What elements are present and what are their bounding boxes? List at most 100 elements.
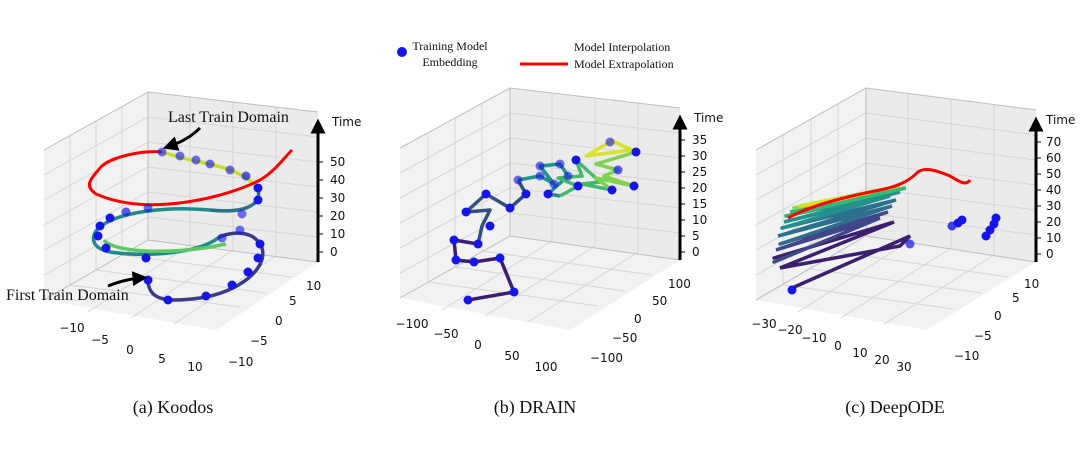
panel-a-point [191, 155, 201, 165]
panel-b-panes [399, 87, 681, 330]
panel-c-xtick: −20 [777, 323, 802, 337]
legend: Training Model Embedding Model Interpola… [397, 39, 674, 71]
legend-extrap-label: Model Extrapolation [574, 57, 674, 71]
panel-c-embeddings [787, 213, 1001, 295]
panel-c-ztick: 0 [1046, 247, 1054, 261]
panel-a-xtick: −10 [59, 321, 84, 335]
panel-c-xtick: 30 [896, 360, 911, 374]
panel-c-ztick: 40 [1046, 183, 1061, 197]
first-train-arrow [107, 271, 148, 288]
panel-b-ztick: 25 [692, 165, 707, 179]
panel-c-ytick: 0 [994, 309, 1002, 323]
panel-c-point [905, 239, 915, 249]
panel-a-point [227, 280, 237, 290]
panel-c-xtick: −10 [801, 331, 826, 345]
panel-b-point [469, 257, 479, 267]
panel-b-point [549, 179, 559, 189]
panel-a-xtick: 10 [187, 360, 202, 374]
panel-b-point [629, 181, 639, 191]
panel-a-point [255, 239, 265, 249]
panel-b-ytick: 50 [652, 294, 667, 308]
panel-b-point [573, 181, 583, 191]
panel-a-point [105, 213, 115, 223]
panel-b-xtick: −100 [396, 317, 429, 331]
panel-a-point [201, 291, 211, 301]
panel-a-point [235, 225, 245, 235]
legend-embedding-label-2: Embedding [422, 55, 477, 69]
panel-a-ztick: 50 [330, 155, 345, 169]
panel-a-ztick: 20 [330, 209, 345, 223]
panel-b-ztick: 5 [692, 229, 700, 243]
panel-b-point [607, 185, 617, 195]
panel-a-ytick: −10 [228, 355, 253, 369]
panel-c-time-label: Time [1045, 113, 1075, 127]
panel-b-point [613, 165, 623, 175]
panel-b-point [481, 189, 491, 199]
panel-b-point [485, 221, 495, 231]
panel-a-caption: (a) Koodos [133, 397, 213, 418]
panel-c-time-axis: Time 0 10 20 30 40 50 60 70 [1028, 113, 1075, 262]
panel-a-point [101, 243, 111, 253]
panel-b-point [463, 295, 473, 305]
panel-a-point [205, 159, 215, 169]
panel-b-point [521, 189, 531, 199]
panel-c-ztick: 60 [1046, 151, 1061, 165]
panel-b-point [473, 239, 483, 249]
panel-a-point [93, 231, 103, 241]
panel-b-xtick: −50 [433, 327, 458, 341]
panel-c-yticks: 10 5 0 −5 −10 [954, 277, 1039, 363]
panel-a-time-axis: Time 0 10 20 30 40 50 [310, 115, 361, 262]
panel-a-point [237, 209, 247, 219]
panel-b-point [571, 155, 581, 165]
panel-a-time-label: Time [331, 115, 361, 129]
last-train-arrow [162, 126, 202, 151]
panel-c-ytick: −5 [974, 329, 992, 343]
panel-a-point [253, 253, 263, 263]
panel-a-point [243, 267, 253, 277]
panel-b-ztick: 15 [692, 197, 707, 211]
panel-b-point [535, 171, 545, 181]
panel-a-point [253, 183, 263, 193]
panel-b-ytick: −50 [612, 331, 637, 345]
panel-b-ztick: 0 [692, 245, 700, 259]
panel-b-caption: (b) DRAIN [494, 397, 577, 418]
panel-c-ytick: 10 [1024, 277, 1039, 291]
panel-a-point [217, 233, 227, 243]
panel-c-ytick: 5 [1012, 291, 1020, 305]
panel-c-xtick: 10 [852, 346, 867, 360]
panel-a-xtick: 0 [126, 343, 134, 357]
panel-c-ztick: 20 [1046, 215, 1061, 229]
legend-interp-label: Model Interpolation [574, 40, 670, 54]
panel-b-ztick: 30 [692, 149, 707, 163]
panel-b-point [505, 203, 515, 213]
first-train-domain-annotation: First Train Domain [6, 287, 129, 304]
last-train-domain-annotation: Last Train Domain [168, 109, 289, 126]
panel-b-point [543, 189, 553, 199]
panel-a-point [141, 253, 151, 263]
panel-a-xticks: −10 −5 0 5 10 [59, 321, 202, 374]
panel-a-extrap-line [87, 148, 294, 207]
panel-b-ytick: 100 [668, 277, 691, 291]
panel-b-point [605, 137, 615, 147]
panel-a-ytick: −5 [250, 334, 268, 348]
panel-b-point [509, 287, 519, 297]
panel-a-ztick: 10 [330, 227, 345, 241]
panel-a-ytick: 10 [306, 279, 321, 293]
panel-c-ztick: 10 [1046, 231, 1061, 245]
panel-b-point [451, 255, 461, 265]
panel-a: Time 0 10 20 30 40 50 −10 −5 0 5 10 10 5… [6, 91, 361, 418]
panel-b-time-label: Time [693, 111, 723, 125]
panel-b-embeddings [449, 137, 641, 305]
legend-embedding-label-1: Training Model [412, 39, 488, 53]
panel-a-xtick: −5 [91, 333, 109, 347]
panel-b-xtick: 100 [535, 360, 558, 374]
legend-embedding-marker [397, 47, 407, 57]
panel-c-xtick: 0 [834, 339, 842, 353]
panel-c-ztick: 50 [1046, 167, 1061, 181]
panel-b-point [495, 253, 505, 263]
panel-c-xticks: −30 −20 −10 0 10 20 30 [751, 317, 911, 374]
panel-a-point [175, 151, 185, 161]
panel-a-point [121, 207, 131, 217]
panel-c: Time 0 10 20 30 40 50 60 70 −30 −20 −10 … [751, 87, 1075, 418]
panel-c-point [991, 213, 1001, 223]
